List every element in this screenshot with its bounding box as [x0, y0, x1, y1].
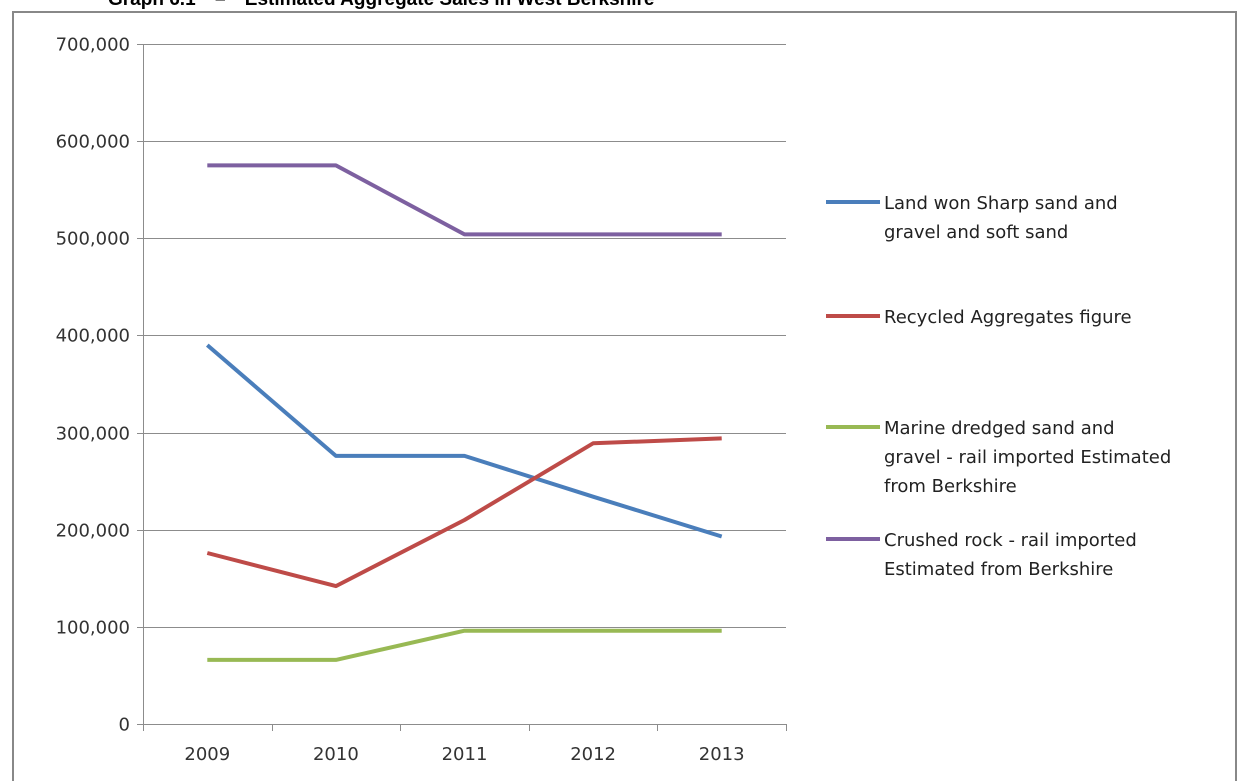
series-line-2: [207, 628, 722, 662]
graph-number: Graph 6.1: [108, 0, 196, 10]
chart-frame: [12, 11, 1237, 781]
legend-entry-0-line-0: Land won Sharp sand and: [884, 193, 1118, 214]
legend-entry-2-line-1: gravel - rail imported Estimated: [884, 447, 1171, 468]
legend-entry-0-line-1: gravel and soft sand: [884, 222, 1068, 243]
axes: [137, 44, 787, 731]
x-tick-label-2012: 2012: [570, 744, 616, 765]
x-tick-label-2013: 2013: [699, 744, 745, 765]
chart-title: Estimated Aggregate Sales in West Berksh…: [245, 0, 655, 10]
x-tick-label-2009: 2009: [184, 744, 230, 765]
graph-heading-separator: –: [215, 0, 226, 10]
x-tick-label-2011: 2011: [442, 744, 488, 765]
legend-entry-2-line-0: Marine dredged sand and: [884, 418, 1115, 439]
series-line-3: [207, 163, 722, 237]
y-tick-label-7: 700,000: [56, 35, 130, 56]
y-tick-label-3: 300,000: [56, 424, 130, 445]
legend-entry-3-line-0: Crushed rock - rail imported: [884, 530, 1137, 551]
y-tick-label-0: 0: [119, 715, 130, 736]
y-tick-label-6: 600,000: [56, 132, 130, 153]
y-axis-tick-labels: 0 100,000 200,000 300,000 400,000 500,000 600,…: [56, 35, 130, 736]
y-tick-label-2: 200,000: [56, 521, 130, 542]
x-axis-tick-labels: 2009 2010 2011 2012 2013: [184, 744, 744, 765]
graph-heading: Graph 6.1 – Estimated Aggregate Sales in…: [108, 0, 655, 11]
legend: Land won Sharp sand and gravel and soft s…: [826, 193, 1171, 580]
legend-entry-2-line-2: from Berkshire: [884, 476, 1017, 497]
data-series: [205, 163, 723, 662]
series-line-0: [205, 343, 723, 539]
x-tick-label-2010: 2010: [313, 744, 359, 765]
y-tick-label-1: 100,000: [56, 618, 130, 639]
y-tick-label-5: 500,000: [56, 229, 130, 250]
gridlines: [143, 44, 786, 628]
y-tick-label-4: 400,000: [56, 326, 130, 347]
legend-entry-3-line-1: Estimated from Berkshire: [884, 559, 1113, 580]
legend-entry-1-line-0: Recycled Aggregates figure: [884, 307, 1132, 328]
